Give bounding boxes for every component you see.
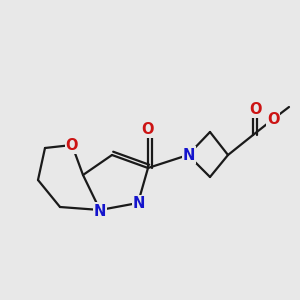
Text: N: N — [94, 203, 106, 218]
Text: O: O — [66, 137, 78, 152]
Text: N: N — [133, 196, 145, 211]
Text: N: N — [183, 148, 195, 163]
Text: O: O — [267, 112, 279, 127]
Text: O: O — [142, 122, 154, 136]
Text: O: O — [249, 101, 261, 116]
